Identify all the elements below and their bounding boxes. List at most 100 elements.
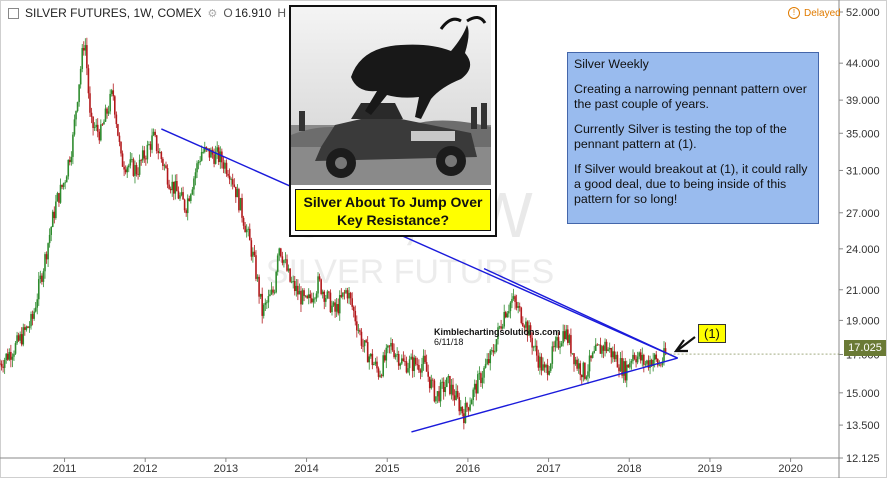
candle-body xyxy=(534,345,537,347)
candle-body xyxy=(273,292,276,294)
candle-body xyxy=(329,292,332,313)
candle-body xyxy=(151,135,153,150)
candle-body xyxy=(616,354,619,368)
candle-body xyxy=(571,353,574,355)
candle-body xyxy=(65,176,68,183)
candle-body xyxy=(235,186,237,198)
candle-body xyxy=(612,351,614,358)
candle-body xyxy=(3,359,6,368)
candle-body xyxy=(379,375,381,377)
candle-body xyxy=(621,358,623,376)
note-paragraph-3: If Silver would breakout at (1), it coul… xyxy=(574,162,808,206)
note-paragraph-1: Creating a narrowing pennant pattern ove… xyxy=(574,82,807,111)
candle-body xyxy=(390,342,392,347)
candle-body xyxy=(222,162,225,169)
settings-icon[interactable]: ⚙ xyxy=(207,7,218,20)
candle-body xyxy=(72,134,74,157)
candle-body xyxy=(190,194,192,201)
candle-body xyxy=(236,189,239,198)
candle-body xyxy=(264,302,267,305)
candle-body xyxy=(456,390,459,398)
candle-body xyxy=(67,159,70,177)
delayed-badge[interactable]: ! Delayed xyxy=(788,7,841,19)
trendline xyxy=(411,357,678,433)
collapse-icon[interactable] xyxy=(8,7,19,19)
candle-body xyxy=(638,352,640,357)
candle-body xyxy=(483,367,485,378)
candle-body xyxy=(458,397,461,412)
candle-body xyxy=(472,389,474,401)
candle-body xyxy=(328,291,330,293)
candle-body xyxy=(0,363,1,365)
candle-body xyxy=(258,276,260,297)
candle-body xyxy=(86,45,88,69)
last-price-badge: 17.025 xyxy=(844,340,886,356)
jumping-bull-photo-icon xyxy=(291,7,491,185)
candle-body xyxy=(186,198,189,214)
candle-body xyxy=(369,353,372,357)
candle-body xyxy=(166,167,169,185)
candle-body xyxy=(360,331,363,346)
candle-body xyxy=(650,360,653,367)
candle-body xyxy=(643,354,645,365)
candle-body xyxy=(425,362,428,372)
candle-body xyxy=(332,302,335,306)
candle-body xyxy=(210,149,212,158)
candle-body xyxy=(315,293,318,299)
candle-body xyxy=(469,404,471,411)
candle-body xyxy=(41,275,43,282)
candle-body xyxy=(101,124,104,126)
candle-body xyxy=(653,354,656,360)
candle-body xyxy=(247,228,250,230)
candle-body xyxy=(0,363,3,367)
candle-body xyxy=(624,361,627,381)
candle-body xyxy=(140,159,142,161)
candle-body xyxy=(28,326,31,328)
candle-body xyxy=(449,375,451,395)
candle-body xyxy=(481,377,484,384)
y-axis-ticks: 52.000 44.000 39.000 35.000 31.000 27.000 24.0… xyxy=(839,7,880,465)
candle-body xyxy=(644,363,647,365)
candle-body xyxy=(225,162,228,174)
candle-body xyxy=(16,335,18,344)
candle-body xyxy=(549,363,552,371)
candle-body xyxy=(200,152,203,161)
candle-body xyxy=(618,367,620,372)
candle-body xyxy=(574,359,577,365)
candle-body xyxy=(402,358,405,361)
candle-body xyxy=(559,346,561,348)
candle-body xyxy=(334,302,336,312)
candle-body xyxy=(141,150,144,161)
candle-body xyxy=(504,312,507,318)
candle-body xyxy=(79,68,82,85)
candle-body xyxy=(635,358,637,363)
candle-body xyxy=(404,360,406,362)
candle-body xyxy=(145,158,147,160)
candle-body xyxy=(317,276,319,294)
candle-body xyxy=(655,354,658,360)
candle-body xyxy=(470,400,473,405)
candle-body xyxy=(540,356,543,371)
candle-body xyxy=(399,363,402,366)
candle-body xyxy=(652,359,654,367)
candle-body xyxy=(126,167,129,173)
x-tick-label: 2011 xyxy=(53,463,77,475)
candle-body xyxy=(48,234,51,244)
candle-body xyxy=(31,314,34,319)
candle-body xyxy=(185,210,187,214)
candle-body xyxy=(512,296,515,299)
candle-body xyxy=(321,291,324,294)
candle-body xyxy=(563,331,566,340)
candle-body xyxy=(560,343,563,347)
candle-body xyxy=(487,359,490,364)
candle-body xyxy=(194,172,197,179)
candle-body xyxy=(284,259,287,261)
candle-body xyxy=(501,326,504,329)
candle-body xyxy=(306,295,308,299)
candle-body xyxy=(266,302,268,304)
candle-body xyxy=(410,356,412,360)
x-tick-label: 2018 xyxy=(617,463,641,475)
candle-body xyxy=(439,382,442,402)
candle-body xyxy=(453,395,456,401)
